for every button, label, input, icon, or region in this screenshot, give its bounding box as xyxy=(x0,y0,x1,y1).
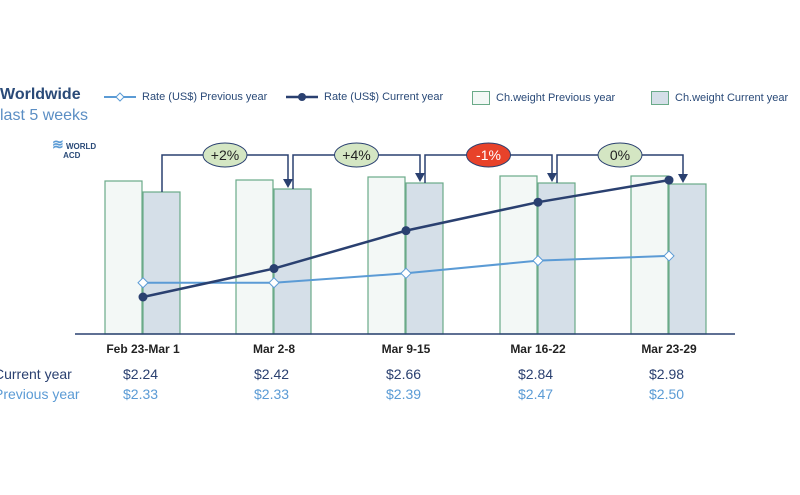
change-badge xyxy=(466,142,511,168)
x-tick-label: Mar 9-15 xyxy=(382,342,431,356)
x-tick-label: Mar 2-8 xyxy=(253,342,295,356)
bar-weight-previous xyxy=(499,175,538,335)
previous-rate-value: $2.33 xyxy=(254,386,290,402)
change-badge xyxy=(202,142,248,168)
bar-weight-current xyxy=(273,188,312,335)
arrow-down-icon xyxy=(547,173,557,182)
point-rate-previous xyxy=(400,267,412,280)
change-label: +4% xyxy=(342,147,370,163)
arrow-down-icon xyxy=(415,173,425,182)
current-rate-value: $2.84 xyxy=(518,366,554,382)
x-tick-label: Mar 23-29 xyxy=(641,342,697,356)
point-rate-current xyxy=(138,292,148,302)
bar-weight-previous xyxy=(367,176,406,335)
current-rate-value: $2.98 xyxy=(649,366,685,382)
arrow-down-icon xyxy=(678,174,688,183)
change-label: 0% xyxy=(610,147,630,163)
legend-rate-current: Rate (US$) Current year xyxy=(286,91,443,103)
change-label: -1% xyxy=(476,147,501,163)
previous-rate-value: $2.39 xyxy=(386,386,422,402)
bar-weight-current xyxy=(405,182,444,335)
point-rate-previous xyxy=(663,250,675,262)
bar-weight-current xyxy=(668,183,707,335)
point-rate-previous xyxy=(532,254,544,267)
arrow-down-icon xyxy=(283,179,293,188)
previous-rate-value: $2.50 xyxy=(649,386,685,402)
legend-weight-previous: Ch.weight Previous year xyxy=(472,91,615,105)
page-title: Worldwide xyxy=(0,86,81,103)
x-tick-label: Feb 23-Mar 1 xyxy=(106,342,180,356)
legend-weight-current: Ch.weight Current year xyxy=(651,91,788,105)
current-rate-value: $2.24 xyxy=(123,366,159,382)
legend-rate-previous: Rate (US$) Previous year xyxy=(104,91,267,103)
change-badge xyxy=(334,142,379,168)
current-rate-value: $2.66 xyxy=(386,366,422,382)
point-rate-previous xyxy=(137,277,149,289)
bar-weight-previous xyxy=(235,179,274,335)
change-badge xyxy=(597,142,643,168)
point-rate-previous xyxy=(268,277,280,289)
point-rate-current xyxy=(533,197,543,207)
x-tick-label: Mar 16-22 xyxy=(510,342,566,356)
point-rate-current xyxy=(664,175,674,185)
change-label: +2% xyxy=(211,147,239,163)
page-subtitle: last 5 weeks xyxy=(0,107,89,124)
point-rate-current xyxy=(269,264,279,274)
previous-rate-value: $2.47 xyxy=(518,386,554,402)
previous-rate-value: $2.33 xyxy=(123,386,159,402)
bar-weight-previous xyxy=(104,180,143,335)
current-rate-value: $2.42 xyxy=(254,366,290,382)
bar-weight-previous xyxy=(630,175,669,335)
bar-weight-current xyxy=(142,191,181,335)
point-rate-current xyxy=(401,226,411,236)
world-acd-logo: ≋ WORLD ACD xyxy=(52,136,97,160)
bar-weight-current xyxy=(537,182,576,335)
